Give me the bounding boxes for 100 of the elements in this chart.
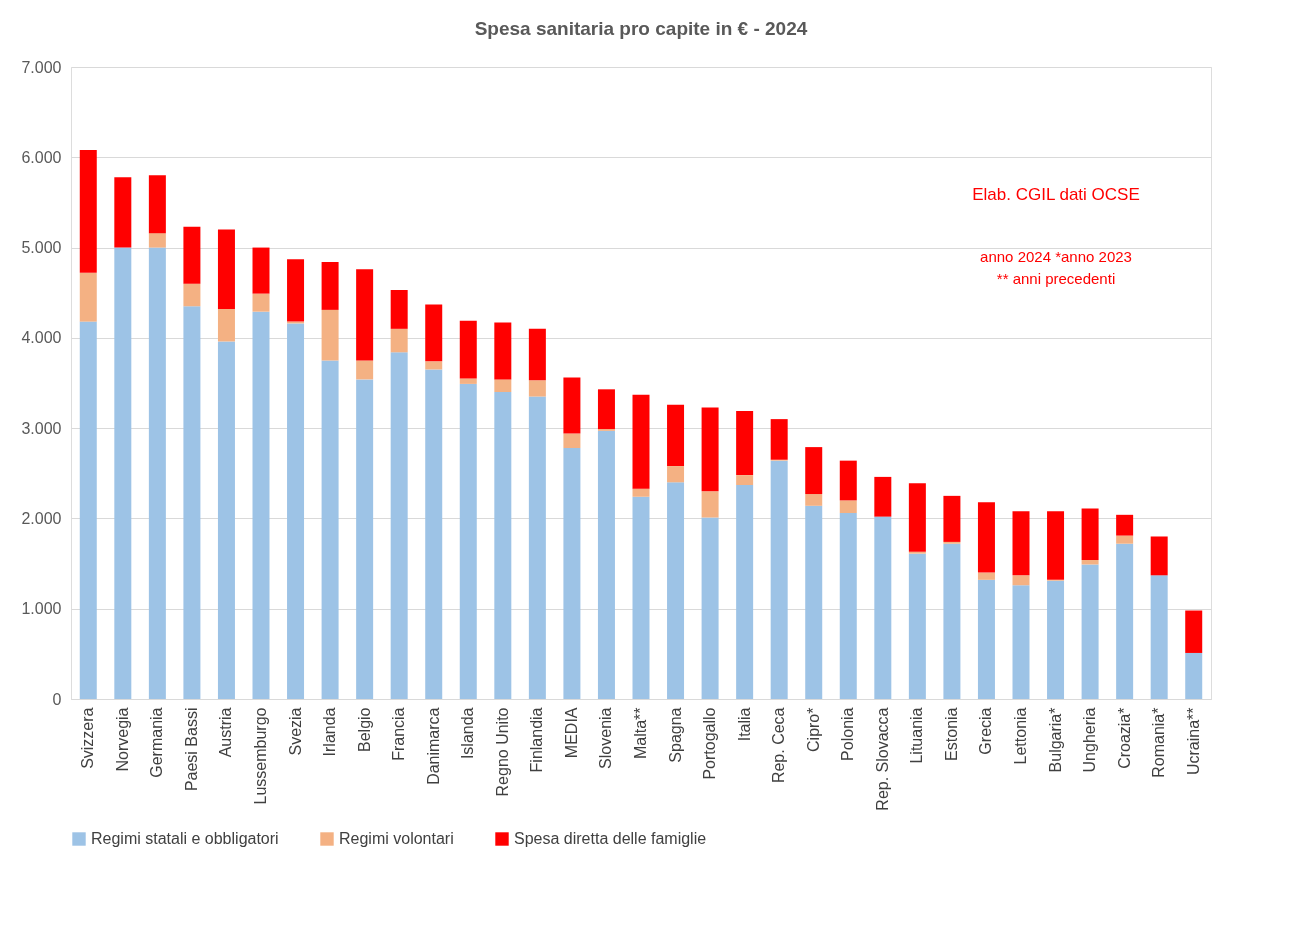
bar: [908, 553, 926, 699]
x-tick-label: Polonia: [839, 707, 857, 761]
bar: [390, 328, 408, 353]
x-tick-label: Rep. Ceca: [770, 707, 788, 784]
x-tick-label: MEDIA: [562, 707, 580, 759]
bar: [252, 293, 270, 312]
x-tick-label: Belgio: [355, 707, 373, 752]
bar: [459, 320, 477, 379]
bar: [977, 502, 995, 573]
x-tick-label: Irlanda: [321, 707, 339, 757]
bar: [114, 177, 132, 248]
bar: [1012, 511, 1030, 576]
x-tick-label: Italia: [735, 707, 753, 742]
bar: [563, 433, 581, 449]
bar: [667, 466, 685, 483]
bar: [701, 407, 719, 492]
x-tick-label: Romania*: [1150, 707, 1168, 778]
bar: [736, 475, 754, 486]
bar: [425, 369, 443, 699]
x-tick-label: Bulgaria*: [1046, 707, 1064, 773]
bar: [874, 476, 892, 517]
bar: [1047, 511, 1065, 580]
bar: [563, 377, 581, 434]
x-tick-label: Rep. Slovacca: [873, 707, 891, 811]
x-tick-label: Finlandia: [528, 707, 546, 773]
x-tick-label: Estonia: [942, 707, 960, 761]
bar: [632, 394, 650, 489]
annotation: Elab. CGIL dati OCSE: [972, 185, 1140, 204]
legend-label: Regimi statali e obbligatori: [91, 830, 279, 847]
bar: [977, 579, 995, 699]
bar: [1116, 535, 1134, 544]
bar: [597, 430, 615, 699]
bar: [459, 378, 477, 384]
bar: [390, 290, 408, 329]
bar: [287, 323, 305, 699]
x-tick-label: Lettonia: [1012, 707, 1029, 765]
y-tick-label: 7.000: [21, 58, 62, 76]
bar: [632, 496, 650, 699]
bar: [528, 380, 546, 397]
legend-label: Regimi volontari: [339, 830, 454, 847]
bar: [183, 306, 201, 699]
bar: [459, 383, 477, 699]
bar: [252, 247, 270, 294]
y-tick-label: 4.000: [21, 329, 62, 347]
bar: [321, 262, 339, 310]
bar: [943, 495, 961, 542]
bar: [217, 308, 235, 342]
x-tick-label: Islanda: [459, 707, 477, 760]
bar: [632, 488, 650, 497]
x-tick-label: Germania: [148, 707, 166, 778]
annotation: anno 2024 *anno 2023: [980, 248, 1132, 265]
bar: [805, 494, 823, 506]
bar: [1012, 585, 1030, 699]
bar: [217, 341, 235, 699]
bar: [356, 269, 374, 361]
bar: [1185, 610, 1203, 653]
bar: [597, 389, 615, 430]
bar: [839, 460, 857, 501]
bar: [1116, 514, 1134, 536]
bar: [287, 259, 305, 322]
bar: [528, 328, 546, 381]
bar: [356, 360, 374, 380]
x-tick-label: Lussemburgo: [252, 707, 269, 805]
bar: [1150, 575, 1168, 699]
bar: [1012, 575, 1030, 586]
bar: [79, 321, 97, 699]
bar: [1081, 564, 1099, 699]
bar: [908, 483, 926, 552]
bar: [114, 247, 132, 699]
x-tick-label: Cipro*: [804, 707, 822, 752]
bar: [770, 419, 788, 460]
bar: [494, 379, 512, 393]
bar: [701, 491, 719, 518]
bar: [321, 309, 339, 361]
y-tick-label: 0: [52, 690, 62, 708]
bar: [874, 516, 892, 699]
bar: [425, 361, 443, 370]
bar: [839, 513, 857, 699]
bar: [736, 485, 754, 699]
x-tick-label: Regno Unito: [493, 707, 511, 797]
y-tick-label: 1.000: [21, 600, 62, 618]
chart-title: Spesa sanitaria pro capite in € - 2024: [474, 18, 808, 39]
x-tick-label: Ungheria: [1081, 707, 1099, 773]
x-tick-label: Norvegia: [113, 707, 131, 772]
bar: [148, 247, 166, 699]
bar: [805, 447, 823, 495]
bar: [1081, 508, 1099, 560]
bar: [805, 505, 823, 699]
x-tick-label: Ucraina**: [1184, 707, 1202, 776]
x-tick-label: Paesi Bassi: [182, 707, 200, 792]
x-tick-label: Malta**: [632, 707, 649, 760]
bar: [148, 233, 166, 248]
bar: [148, 175, 166, 234]
annotation: ** anni precedenti: [996, 270, 1116, 287]
bar: [79, 272, 97, 322]
y-tick-label: 5.000: [21, 239, 62, 257]
bar: [736, 410, 754, 476]
bar: [494, 322, 512, 380]
x-tick-label: Croazia*: [1115, 707, 1133, 769]
bar: [1150, 536, 1168, 576]
